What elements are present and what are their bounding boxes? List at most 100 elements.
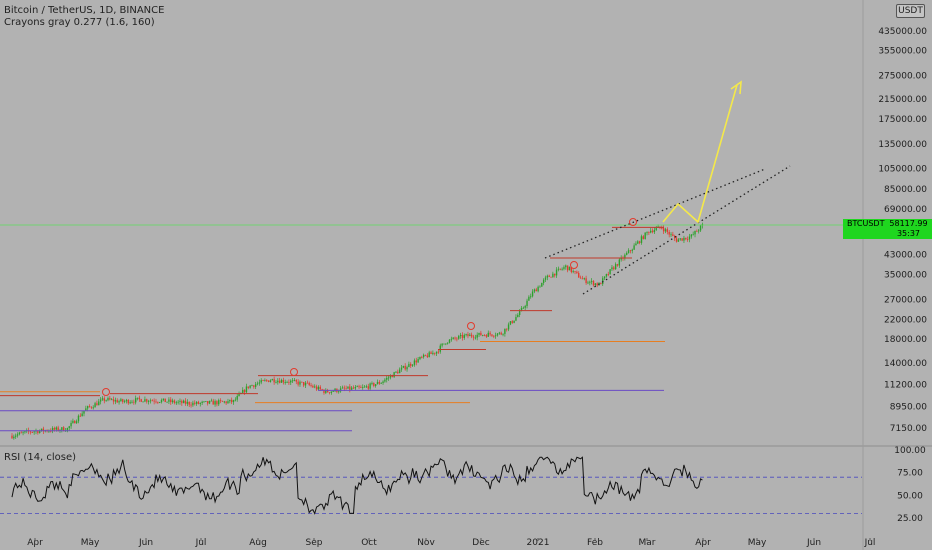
price-label: 58117.99 35:37 <box>885 219 932 239</box>
candle-body <box>552 273 554 278</box>
candle-body <box>380 382 382 384</box>
candle-body <box>541 282 543 287</box>
candle-body <box>498 332 501 334</box>
candle-body <box>605 274 608 277</box>
price-tick-label: 215000.00 <box>878 95 927 105</box>
candle-body <box>245 386 248 393</box>
candle-body <box>559 268 561 270</box>
candle-body <box>134 398 137 403</box>
candle-body <box>186 401 189 404</box>
candle-body <box>170 399 172 403</box>
candle-body <box>574 271 576 272</box>
candle-body <box>310 385 312 386</box>
candle-body <box>426 355 429 358</box>
candle-body <box>677 239 680 242</box>
indicator-label[interactable]: Crayons gray 0.277 (1.6, 160) <box>4 17 155 28</box>
candle-body <box>467 334 469 337</box>
candle-body <box>29 431 32 433</box>
candle-body <box>264 380 266 381</box>
candle-body <box>151 400 153 402</box>
candle-body <box>284 382 286 383</box>
candle-body <box>125 399 128 402</box>
candle-body <box>565 265 567 268</box>
badge-symbol: BTCUSDT <box>847 219 885 228</box>
candle-body <box>613 267 615 270</box>
candle-body <box>518 311 521 315</box>
candle-body <box>450 338 453 340</box>
candle-body <box>254 384 257 387</box>
candle-body <box>14 435 17 437</box>
candle-body <box>297 381 299 385</box>
candle-body <box>614 264 617 270</box>
candle-body <box>664 229 667 232</box>
candle-body <box>692 234 694 236</box>
candle-body <box>188 401 190 405</box>
candle-body <box>136 397 139 399</box>
candle-body <box>384 379 386 382</box>
x-tick-label: May <box>81 538 100 548</box>
candle-body <box>321 389 323 391</box>
candle-body <box>64 430 67 432</box>
candle-body <box>267 380 270 382</box>
candle-body <box>685 237 687 240</box>
candle-body <box>603 276 606 279</box>
candle-body <box>62 427 65 432</box>
wave-marker <box>290 368 298 376</box>
candle-body <box>681 238 683 241</box>
candle-body <box>13 436 15 439</box>
candle-body <box>611 267 613 270</box>
price-tick-label: 85000.00 <box>884 185 927 195</box>
currency-button[interactable]: USDT <box>896 4 925 18</box>
candle-body <box>338 391 340 393</box>
candle-body <box>140 399 142 402</box>
candle-body <box>120 399 122 402</box>
candle-body <box>644 232 646 239</box>
candle-body <box>400 367 403 370</box>
symbol-title[interactable]: Bitcoin / TetherUS, 1D, BINANCE <box>4 5 165 16</box>
candle-body <box>195 401 198 404</box>
x-tick-label: Mar <box>639 538 656 548</box>
candle-body <box>179 400 181 402</box>
candle-body <box>561 268 563 270</box>
candle-body <box>275 382 277 384</box>
candle-body <box>50 430 52 432</box>
candle-body <box>210 400 213 402</box>
candle-body <box>144 399 146 402</box>
candle-body <box>332 391 334 392</box>
candle-body <box>397 371 399 374</box>
candle-body <box>312 385 314 388</box>
candle-body <box>542 279 545 283</box>
price-tick-label: 27000.00 <box>884 296 927 306</box>
candle-body <box>218 400 220 405</box>
candle-body <box>223 401 225 403</box>
candle-body <box>349 386 351 390</box>
candle-body <box>592 280 595 286</box>
candle-body <box>99 399 102 402</box>
candle-body <box>242 389 244 393</box>
candle-body <box>22 432 24 434</box>
rsi-title[interactable]: RSI (14, close) <box>4 452 77 463</box>
projection-path <box>662 84 738 224</box>
candle-body <box>247 386 249 388</box>
candle-body <box>214 401 216 405</box>
candle-body <box>262 380 264 382</box>
rsi-tick-label: 75.00 <box>897 469 923 479</box>
candle-body <box>506 328 508 330</box>
candle-body <box>149 400 152 402</box>
candle-body <box>79 415 82 417</box>
candle-body <box>227 401 229 404</box>
candle-body <box>127 399 129 404</box>
wave-marker <box>467 322 475 330</box>
candle-body <box>33 431 35 433</box>
candle-body <box>230 399 233 403</box>
candle-body <box>587 282 589 284</box>
wave-marker <box>629 218 637 226</box>
candle-body <box>530 296 532 298</box>
candle-body <box>61 427 63 431</box>
candle-body <box>629 250 632 252</box>
candle-body <box>221 400 224 402</box>
candle-body <box>249 385 251 388</box>
candle-body <box>690 234 693 237</box>
